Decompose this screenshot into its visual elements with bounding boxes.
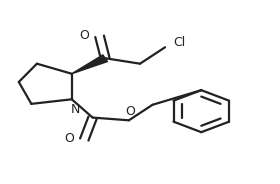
Polygon shape xyxy=(72,55,108,74)
Text: O: O xyxy=(79,29,89,42)
Text: N: N xyxy=(71,103,81,116)
Text: Cl: Cl xyxy=(173,36,185,49)
Text: O: O xyxy=(64,132,74,145)
Text: O: O xyxy=(125,105,135,118)
